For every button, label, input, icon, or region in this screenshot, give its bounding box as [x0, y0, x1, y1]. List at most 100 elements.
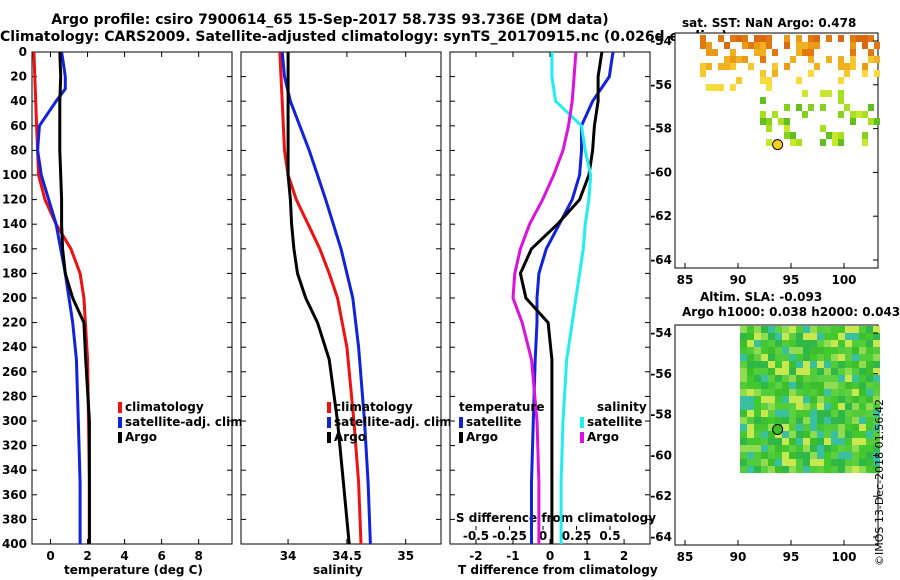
- sst-cell: [706, 42, 712, 49]
- sst-cell: [700, 35, 706, 42]
- legend-temperature-title: temperature: [459, 400, 545, 414]
- sla-cell: [754, 459, 761, 466]
- y-tick-label: 340: [2, 463, 27, 477]
- sla-cell: [754, 424, 761, 431]
- sla-cell: [852, 375, 859, 382]
- x2-tick-label: 0.25: [562, 529, 592, 543]
- sst-cell: [796, 42, 802, 49]
- sla-cell: [768, 410, 775, 417]
- sla-cell: [824, 431, 831, 438]
- sst-map-x-tick-label: 85: [677, 273, 694, 287]
- y-tick-label: 0: [19, 45, 27, 59]
- sla-cell: [859, 466, 866, 473]
- sla-cell: [768, 424, 775, 431]
- sla-cell: [845, 431, 852, 438]
- sst-map-y-tick-label: -56: [650, 78, 672, 92]
- sla-cell: [775, 410, 782, 417]
- sla-cell: [817, 347, 824, 354]
- sla-cell: [817, 361, 824, 368]
- sla-cell: [803, 417, 810, 424]
- sla-cell: [852, 361, 859, 368]
- sst-cell: [712, 49, 718, 56]
- secondary-xlabel: S difference from climatology: [456, 511, 656, 525]
- sla-cell: [782, 438, 789, 445]
- sla-cell: [852, 347, 859, 354]
- sla-cell: [782, 347, 789, 354]
- legend-swatch-s-satellite: [580, 417, 584, 428]
- sla-cell: [796, 375, 803, 382]
- sst-cell: [850, 111, 856, 118]
- x-tick-label: 6: [157, 549, 165, 563]
- sla-cell: [747, 382, 754, 389]
- sst-cell: [772, 111, 778, 118]
- sst-cell: [784, 42, 790, 49]
- sla-cell: [747, 375, 754, 382]
- sla-cell: [782, 445, 789, 452]
- legend-swatch-t-satellite: [459, 417, 463, 428]
- sla-cell: [761, 459, 768, 466]
- sst-cell: [838, 35, 844, 42]
- plot-frame: [31, 51, 233, 545]
- sla-cell: [831, 424, 838, 431]
- sst-cell: [760, 77, 766, 84]
- sla-cell: [796, 354, 803, 361]
- sst-cell: [862, 42, 868, 49]
- sla-cell: [838, 417, 845, 424]
- sla-cell: [852, 424, 859, 431]
- sla-cell: [789, 452, 796, 459]
- sla-cell: [824, 410, 831, 417]
- sla-cell: [859, 459, 866, 466]
- sst-cell: [820, 125, 826, 132]
- sst-cell: [766, 77, 772, 84]
- sla-cell: [810, 452, 817, 459]
- sla-cell: [775, 375, 782, 382]
- sla-cell: [817, 431, 824, 438]
- sla-cell: [775, 466, 782, 473]
- sla-cell: [852, 459, 859, 466]
- sla-cell: [838, 389, 845, 396]
- sla-cell: [768, 326, 775, 333]
- sla-cell: [789, 459, 796, 466]
- sla-cell: [775, 354, 782, 361]
- sla-cell: [831, 403, 838, 410]
- sla-cell: [845, 361, 852, 368]
- sla-cell: [845, 389, 852, 396]
- sla-cell: [810, 326, 817, 333]
- sla-cell: [852, 396, 859, 403]
- sla-cell: [859, 368, 866, 375]
- sla-cell: [782, 354, 789, 361]
- sla-cell: [789, 368, 796, 375]
- legend-salinity-title: salinity: [597, 400, 647, 414]
- legend-climatology: climatology: [334, 400, 413, 414]
- sst-cell: [772, 70, 778, 77]
- sst-cell: [784, 63, 790, 70]
- sst-cell: [832, 139, 838, 146]
- sla-cell: [775, 403, 782, 410]
- sst-cell: [724, 63, 730, 70]
- figure-title-line1: Argo profile: csiro 7900614_65 15-Sep-20…: [51, 12, 609, 28]
- sla-cell: [845, 382, 852, 389]
- sla-cell: [761, 340, 768, 347]
- sst-cell: [808, 35, 814, 42]
- sla-cell: [873, 347, 880, 354]
- sla-cell: [866, 389, 873, 396]
- sla-cell: [803, 382, 810, 389]
- sla-cell: [845, 333, 852, 340]
- sla-cell: [789, 410, 796, 417]
- sla-cell: [747, 354, 754, 361]
- sla-cell: [810, 417, 817, 424]
- sla-cell: [754, 361, 761, 368]
- sla-cell: [782, 368, 789, 375]
- sla-cell: [824, 382, 831, 389]
- sla-cell: [789, 361, 796, 368]
- sla-cell: [859, 333, 866, 340]
- sla-cell: [852, 431, 859, 438]
- sla-cell: [740, 361, 747, 368]
- sst-cell: [844, 104, 850, 111]
- sla-cell: [817, 340, 824, 347]
- sla-cell: [838, 452, 845, 459]
- sst-cell: [760, 111, 766, 118]
- sla-cell: [803, 354, 810, 361]
- sla-cell: [754, 410, 761, 417]
- sla-cell: [782, 389, 789, 396]
